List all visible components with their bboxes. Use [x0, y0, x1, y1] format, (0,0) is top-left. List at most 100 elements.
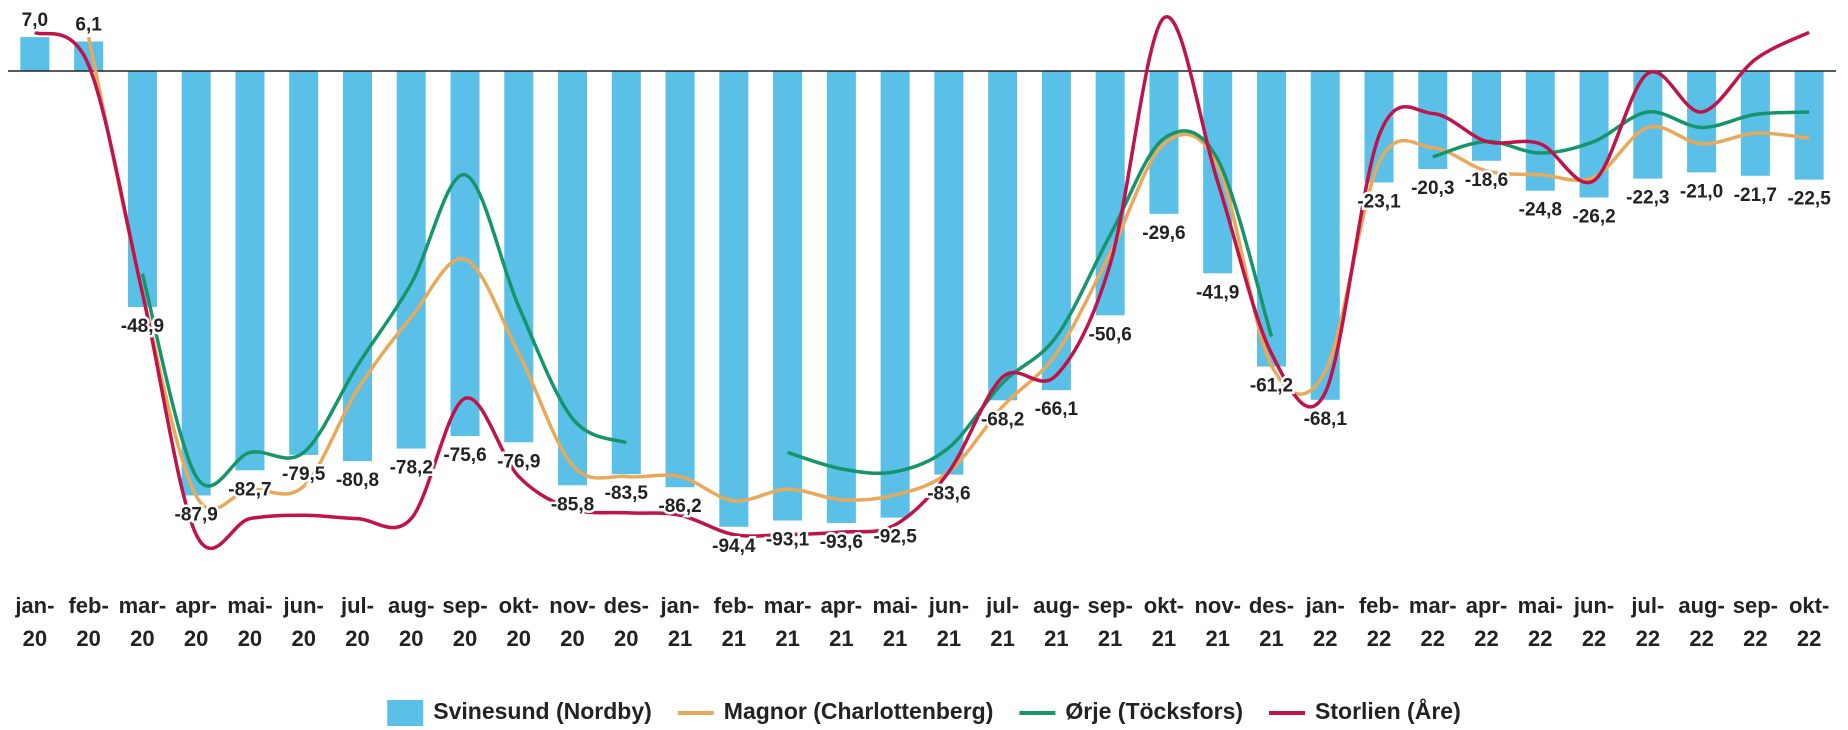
data-label: -50,6 [1089, 324, 1132, 345]
data-label: -41,9 [1196, 282, 1239, 303]
x-tick-label: sep-20 [442, 593, 487, 651]
data-label: -22,5 [1787, 189, 1831, 210]
x-tick-label: jun-22 [1573, 593, 1614, 651]
legend-swatch [387, 700, 424, 726]
data-label: -29,6 [1142, 223, 1185, 244]
x-tick-label: sep-21 [1088, 593, 1133, 651]
data-label: -82,7 [228, 479, 271, 500]
x-tick-label: feb-21 [714, 593, 754, 651]
data-label: 6,1 [75, 15, 102, 36]
line [33, 15, 1810, 551]
x-tick-label: mar-21 [764, 593, 812, 651]
x-tick-label: des-20 [604, 593, 649, 651]
x-tick-label: jul-21 [985, 593, 1019, 651]
bar [934, 70, 964, 475]
data-label: -23,1 [1357, 192, 1401, 213]
bar [880, 70, 910, 518]
data-label: -48,9 [121, 316, 164, 337]
x-tick-label: mar-20 [119, 593, 167, 651]
data-label: -80,8 [336, 470, 379, 491]
data-label: -79,5 [282, 464, 326, 485]
x-tick-label: aug-21 [1033, 593, 1079, 651]
bar [1740, 70, 1770, 176]
data-label: -94,4 [712, 536, 756, 557]
bar [988, 70, 1018, 401]
legend-label: Svinesund (Nordby) [433, 698, 652, 724]
data-label: -61,2 [1250, 376, 1293, 397]
x-tick-label: okt-21 [1144, 593, 1184, 651]
x-tick-label: mar-22 [1409, 593, 1457, 651]
bar [1794, 70, 1824, 180]
x-tick-label: jan-21 [659, 593, 699, 651]
bar [665, 70, 695, 488]
bar [342, 70, 372, 462]
bar [127, 70, 157, 308]
x-tick-label: aug-22 [1678, 593, 1724, 651]
bar [826, 70, 856, 523]
data-label: -78,2 [390, 458, 433, 479]
x-tick-label: nov-20 [549, 593, 595, 651]
bar [1256, 70, 1286, 367]
legend-label: Storlien (Åre) [1315, 697, 1461, 724]
bar [235, 70, 265, 471]
x-tick-label: mai-22 [1518, 593, 1563, 651]
data-label: -68,1 [1304, 409, 1348, 430]
x-tick-label: sep-22 [1733, 593, 1778, 651]
x-tick-label: mai-21 [872, 593, 917, 651]
bar [1041, 70, 1071, 391]
data-label: -21,7 [1734, 185, 1777, 206]
data-label: -68,2 [981, 409, 1024, 430]
bar [1472, 70, 1502, 161]
bar [719, 70, 749, 527]
x-tick-label: okt-22 [1789, 593, 1829, 651]
data-label: -92,5 [873, 527, 917, 548]
x-tick-label: jun-20 [283, 593, 324, 651]
bar [1310, 70, 1340, 400]
data-label: 7,0 [22, 10, 48, 31]
data-label: -21,0 [1680, 181, 1723, 202]
bar [20, 37, 50, 71]
data-label: -85,8 [551, 494, 594, 515]
data-label: -83,6 [927, 484, 970, 505]
bar [1687, 70, 1717, 173]
data-label: -66,1 [1035, 399, 1079, 420]
x-tick-label: jul-22 [1630, 593, 1664, 651]
x-tick-label: jun-21 [928, 593, 969, 651]
legend-label: Ørje (Töcksfors) [1065, 698, 1243, 724]
x-tick-label: jul-20 [340, 593, 374, 651]
x-tick-label: nov-21 [1194, 593, 1240, 651]
data-label: -87,9 [175, 504, 218, 525]
bar [1525, 70, 1555, 191]
bar [450, 70, 480, 437]
bar [773, 70, 803, 521]
bar [611, 70, 641, 475]
bar [1203, 70, 1233, 274]
data-label: -26,2 [1572, 206, 1615, 227]
x-tick-label: des-21 [1249, 593, 1294, 651]
x-tick-label: feb-20 [68, 593, 108, 651]
data-label: -93,1 [766, 530, 810, 551]
x-tick-label: jan-22 [1305, 593, 1345, 651]
x-tick-label: jan-20 [14, 593, 54, 651]
data-label: -75,6 [443, 445, 486, 466]
bar [504, 70, 534, 443]
x-tick-label: mai-20 [227, 593, 272, 651]
data-label: -93,6 [820, 532, 863, 553]
x-tick-label: feb-22 [1359, 593, 1399, 651]
x-tick-label: apr-20 [175, 593, 217, 651]
legend-label: Magnor (Charlottenberg) [724, 698, 994, 724]
x-tick-label: apr-22 [1466, 593, 1508, 651]
data-label: -86,2 [658, 496, 701, 517]
line [140, 110, 1810, 488]
data-label: -20,3 [1411, 178, 1454, 199]
data-label: -22,3 [1626, 188, 1669, 209]
x-tick-label: okt-20 [499, 593, 539, 651]
data-label: -24,8 [1519, 200, 1562, 221]
data-label: -83,5 [605, 483, 649, 504]
legend: Svinesund (Nordby) Magnor (Charlottenberg… [387, 697, 1461, 726]
bar [181, 70, 211, 496]
bar [558, 70, 588, 486]
x-tick-label: apr-21 [821, 593, 863, 651]
x-tick-label: aug-20 [388, 593, 434, 651]
